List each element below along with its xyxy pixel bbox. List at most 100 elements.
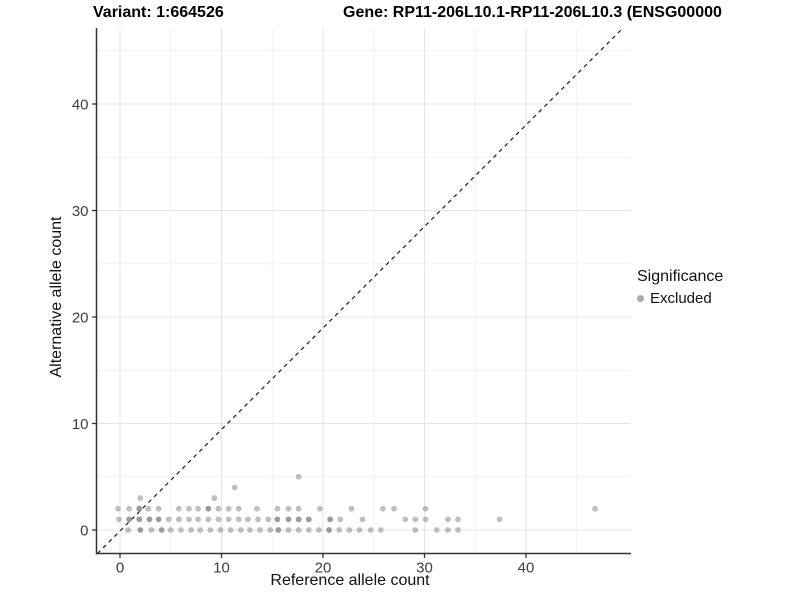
data-point: [444, 527, 451, 533]
data-point: [412, 516, 419, 523]
data-point: [285, 516, 292, 523]
data-point: [167, 527, 174, 533]
data-point: [295, 527, 302, 533]
data-point: [305, 516, 312, 523]
legend-title: Significance: [637, 268, 724, 285]
data-point: [116, 516, 122, 523]
x-tick-label: 0: [116, 560, 124, 577]
data-point: [186, 505, 192, 512]
data-point: [155, 505, 162, 512]
data-point: [402, 516, 409, 523]
data-point: [295, 473, 302, 480]
data-point: [137, 527, 144, 533]
legend-item-label: Excluded: [650, 290, 712, 307]
data-point: [148, 527, 155, 533]
data-point: [592, 505, 598, 512]
y-tick-label: 0: [80, 523, 88, 540]
data-point: [115, 505, 121, 512]
data-point: [326, 527, 332, 533]
x-tick-label: 40: [518, 560, 535, 577]
data-point: [188, 527, 194, 533]
data-point: [391, 505, 397, 512]
data-point: [215, 516, 222, 523]
data-point: [137, 495, 144, 501]
data-point: [267, 527, 274, 533]
data-point: [207, 527, 214, 533]
data-point: [244, 516, 251, 523]
data-point: [158, 527, 165, 533]
data-point: [455, 527, 461, 533]
data-point: [126, 516, 133, 523]
y-tick-label: 40: [72, 97, 89, 114]
data-point: [359, 516, 366, 523]
data-point: [136, 516, 143, 523]
data-point: [205, 505, 212, 512]
data-point: [195, 505, 202, 512]
data-point: [433, 527, 440, 533]
data-point: [255, 516, 261, 523]
data-point: [155, 516, 162, 523]
data-point: [257, 527, 263, 533]
data-point: [444, 516, 451, 523]
data-point: [178, 527, 184, 533]
data-point: [285, 527, 292, 533]
data-point: [175, 505, 182, 512]
data-point: [145, 505, 152, 512]
x-tick-label: 20: [315, 560, 332, 577]
data-point: [225, 505, 232, 512]
variant-title: Variant: 1:664526: [93, 4, 224, 21]
data-point: [305, 527, 312, 533]
data-point: [317, 505, 323, 512]
data-point: [275, 527, 282, 533]
data-point: [195, 516, 202, 523]
data-point: [346, 527, 353, 533]
data-point: [211, 495, 218, 501]
data-point: [217, 527, 224, 533]
data-point: [274, 516, 281, 523]
data-point: [146, 516, 153, 523]
data-point: [265, 516, 272, 523]
data-point: [136, 505, 143, 512]
data-point: [348, 505, 355, 512]
data-point: [227, 527, 234, 533]
data-point: [231, 484, 238, 491]
y-axis-title: Alternative allele count: [48, 216, 65, 378]
data-point: [336, 527, 343, 533]
x-tick-label: 10: [213, 560, 230, 577]
gene-title: Gene: RP11-206L10.1-RP11-206L10.3 (ENSG0…: [343, 4, 722, 21]
data-point: [186, 516, 192, 523]
data-point: [422, 505, 429, 512]
data-point: [254, 505, 260, 512]
data-point: [274, 505, 281, 512]
data-point: [356, 527, 363, 533]
x-tick-label: 30: [416, 560, 433, 577]
data-point: [126, 505, 133, 512]
data-point: [316, 527, 322, 533]
data-point: [247, 527, 253, 533]
legend: Significance Excluded: [637, 268, 723, 307]
y-tick-label: 10: [72, 416, 89, 433]
data-point: [235, 516, 242, 523]
data-point: [379, 505, 386, 512]
data-point: [235, 505, 242, 512]
data-point: [237, 527, 244, 533]
y-tick-label: 20: [72, 310, 89, 327]
data-point: [412, 527, 419, 533]
data-point: [367, 527, 374, 533]
data-point: [327, 516, 334, 523]
data-point: [377, 527, 384, 533]
data-point: [295, 505, 302, 512]
data-point: [165, 516, 172, 523]
data-point: [215, 505, 222, 512]
legend-item-excluded: Excluded: [637, 290, 723, 307]
data-point: [285, 505, 292, 512]
x-axis-title: Reference allele count: [270, 572, 430, 589]
data-point: [175, 516, 182, 523]
identity-reference-line: [97, 27, 624, 554]
data-point: [496, 516, 503, 523]
data-point: [295, 516, 302, 523]
data-point: [455, 516, 461, 523]
data-point: [422, 516, 429, 523]
